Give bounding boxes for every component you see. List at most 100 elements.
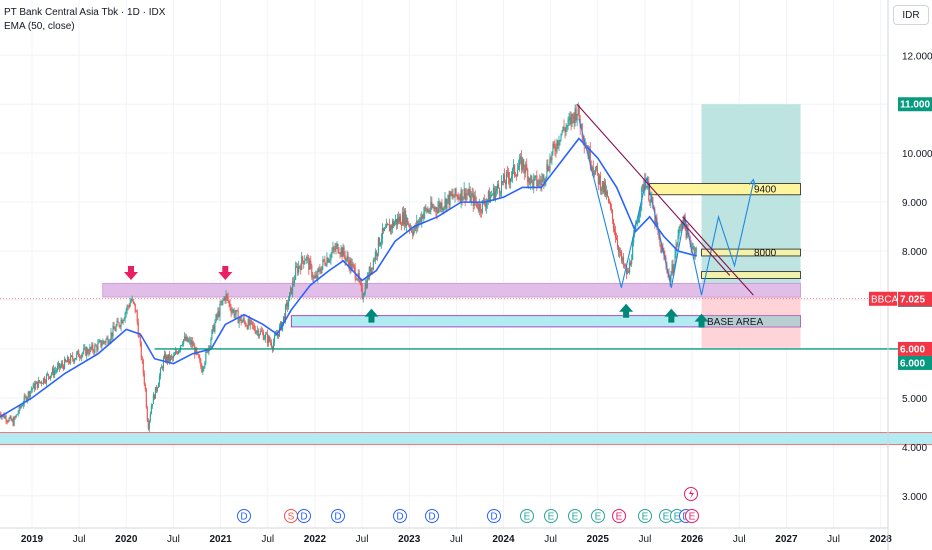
candle-body: [70, 355, 72, 364]
event-marker-letter: E: [572, 512, 579, 523]
candle-body: [38, 380, 40, 383]
candle-body: [89, 347, 91, 354]
candle-body: [218, 311, 220, 317]
candle-body: [627, 270, 629, 274]
candle-body: [133, 301, 135, 304]
candle-body: [382, 227, 384, 231]
candle-body: [399, 216, 401, 222]
candle-body: [573, 116, 575, 124]
candle-body: [490, 195, 492, 196]
candle-body: [216, 314, 218, 317]
candle-body: [51, 368, 54, 374]
candle-body: [501, 181, 504, 183]
candle-body: [423, 212, 425, 219]
candle-body: [430, 201, 432, 212]
candle-body: [86, 348, 88, 356]
candle-body: [21, 405, 23, 407]
candle-body: [47, 374, 49, 377]
y-tick-label: 10.000: [902, 149, 932, 160]
candle-body: [559, 140, 561, 143]
candle-body: [93, 350, 95, 353]
down-arrow-icon: [124, 265, 139, 280]
candle-body: [153, 394, 155, 399]
candle-body: [59, 366, 62, 368]
event-marker-e: [544, 509, 558, 523]
event-marker-letter: E: [663, 512, 670, 523]
candle-body: [207, 349, 209, 353]
candle-body: [336, 244, 338, 246]
candle-body: [427, 210, 429, 212]
candle-body: [465, 193, 467, 200]
candle-body: [170, 356, 173, 357]
candle-body: [458, 197, 460, 199]
candle-body: [248, 318, 250, 325]
candle-body: [26, 397, 28, 402]
candle-body: [201, 366, 203, 373]
candle-body: [514, 164, 516, 175]
candle-body: [102, 341, 104, 345]
candle-body: [374, 251, 376, 261]
event-marker-letter: D: [334, 512, 341, 523]
candle-body: [164, 354, 167, 362]
candle-body: [325, 264, 327, 266]
candle-body: [61, 363, 63, 367]
currency-button[interactable]: IDR: [893, 5, 929, 25]
candle-body: [317, 269, 319, 278]
event-marker-letter: E: [595, 512, 602, 523]
candle-body: [640, 204, 642, 213]
candle-body: [670, 274, 672, 283]
candle-body: [268, 336, 270, 342]
candle-body: [648, 182, 650, 201]
candle-body: [536, 175, 538, 187]
candle-body: [543, 175, 545, 184]
candle-body: [542, 175, 544, 180]
candle-body: [474, 195, 476, 202]
event-marker-letter: D: [300, 512, 307, 523]
candle-body: [460, 189, 462, 203]
candle-body: [322, 259, 324, 267]
x-tick-label: Jul: [356, 534, 369, 545]
candle-body: [165, 355, 168, 362]
candle-body: [129, 302, 131, 307]
event-marker-e: [685, 509, 699, 523]
candle-body: [470, 194, 472, 202]
extra-zone: [701, 271, 801, 279]
candle-body: [75, 357, 77, 360]
candle-body: [78, 350, 80, 357]
candle-body: [244, 321, 246, 326]
candle-body: [680, 226, 682, 228]
candle-body: [11, 419, 13, 421]
candle-body: [681, 222, 683, 227]
indicator-lines: [0, 118, 756, 418]
candle-body: [337, 244, 339, 253]
candle-body: [186, 336, 188, 341]
candle-body: [459, 197, 461, 203]
candle-body: [331, 251, 333, 254]
candle-body: [572, 113, 574, 117]
candle-body: [551, 151, 553, 160]
candle-body: [443, 206, 445, 209]
candle-body: [285, 305, 287, 321]
candle-body: [69, 362, 71, 364]
candle-body: [140, 342, 142, 359]
candle-body: [309, 260, 311, 270]
candle-body: [595, 165, 597, 170]
candle-body: [307, 256, 309, 258]
candle-body: [568, 119, 570, 121]
candle-body: [371, 267, 373, 270]
candle-body: [184, 336, 186, 340]
candle-body: [151, 403, 153, 407]
candle-body: [204, 362, 206, 367]
y-tick-label: 9.000: [902, 198, 927, 209]
candle-body: [254, 329, 256, 334]
candle-body: [669, 275, 671, 283]
candle-body: [419, 217, 421, 222]
candle-body: [686, 228, 688, 238]
candle-body: [491, 194, 493, 196]
candle-body: [30, 389, 32, 392]
event-marker-d: [393, 509, 407, 523]
candle-body: [480, 212, 482, 213]
candle-body: [76, 353, 78, 358]
candle-body: [424, 207, 426, 213]
